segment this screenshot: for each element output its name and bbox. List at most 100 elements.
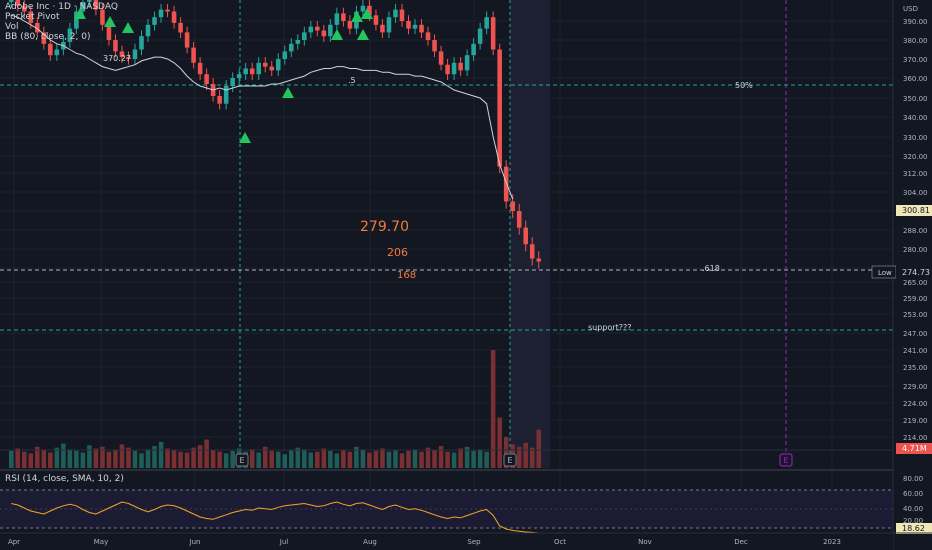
candle-body xyxy=(373,15,379,25)
volume-bar xyxy=(399,453,405,468)
volume-bar xyxy=(74,450,79,468)
volume-bar xyxy=(165,448,170,468)
post-earnings-highlight xyxy=(239,0,787,468)
candle-body xyxy=(22,5,27,12)
volume-bar xyxy=(490,350,496,468)
volume-bar xyxy=(158,441,164,468)
volume-bar xyxy=(328,450,333,468)
rsi-tick-label: 40.00 xyxy=(903,505,923,513)
price-tick-label: 265.00 xyxy=(903,279,928,287)
candle-body xyxy=(464,55,470,71)
volume-bar xyxy=(119,444,125,468)
candle-body xyxy=(347,21,353,29)
rsi-value-text: 18.62 xyxy=(902,524,925,533)
fibonacci-levels xyxy=(0,84,893,331)
volume-bar xyxy=(22,451,27,468)
time-tick-label: Oct xyxy=(554,538,566,546)
volume-bar xyxy=(536,429,542,468)
volume-bar xyxy=(275,451,281,468)
candle-body xyxy=(152,17,157,25)
pocket-pivot-marker xyxy=(357,29,369,40)
bb-value-text: 300.81 xyxy=(902,206,930,215)
price-tick-label: 312.00 xyxy=(903,170,928,178)
time-tick-label: May xyxy=(94,538,108,546)
candle-body xyxy=(490,17,496,50)
volume-bar xyxy=(393,450,398,468)
price-tick-label: 380.00 xyxy=(903,37,928,45)
volume-legend[interactable]: Vol xyxy=(5,22,19,32)
candle-body xyxy=(425,32,431,40)
volume-bar xyxy=(87,445,92,468)
time-tick-label: Nov xyxy=(638,538,652,546)
candle-body xyxy=(126,57,131,59)
earnings-badge xyxy=(779,453,793,467)
candle-body xyxy=(197,62,203,75)
volume-bar xyxy=(139,453,144,468)
price-tick-label: 214.00 xyxy=(903,434,928,442)
candle-body xyxy=(236,74,242,78)
candle-body xyxy=(243,68,248,75)
volume-bars xyxy=(0,350,893,468)
pocket-pivot-legend[interactable]: Pocket Pivot xyxy=(5,12,60,22)
candle-body xyxy=(113,40,118,52)
volume-bar xyxy=(210,450,216,468)
candle-body xyxy=(471,43,476,56)
candle-body xyxy=(536,258,542,262)
volume-bar xyxy=(302,449,307,468)
volume-bar xyxy=(28,453,34,468)
volume-bar xyxy=(503,437,509,468)
volume-bar xyxy=(341,450,346,468)
volume-bar xyxy=(419,451,424,468)
volume-bar xyxy=(178,451,183,468)
low-tag-text: Low xyxy=(878,269,892,277)
candle-body xyxy=(380,24,385,33)
volume-bar xyxy=(484,451,489,468)
volume-bar xyxy=(8,450,14,468)
volume-bar xyxy=(347,451,353,468)
volume-bar xyxy=(334,453,340,468)
earnings-badge xyxy=(503,453,517,467)
candle-body xyxy=(445,64,450,75)
bb-legend[interactable]: BB (80, close, 2, 0) xyxy=(5,32,91,42)
price-tick-label: 330.00 xyxy=(903,134,928,142)
candle-body xyxy=(523,227,528,245)
volume-tag xyxy=(896,443,932,454)
rsi-legend[interactable]: RSI (14, close, SMA, 10, 2) xyxy=(5,474,124,484)
volume-bar xyxy=(67,449,73,468)
candle-body xyxy=(178,22,183,33)
pocket-pivot-marker xyxy=(239,132,251,143)
fib-level-label-5: .5 xyxy=(348,76,356,85)
value-168-label: 168 xyxy=(397,270,416,281)
bollinger-band-line xyxy=(11,14,514,200)
volume-bar xyxy=(80,452,86,468)
candle-body xyxy=(302,32,307,40)
volume-bar xyxy=(516,446,522,468)
symbol-legend[interactable]: Adobe Inc · 1D · NASDAQ xyxy=(5,2,118,12)
rsi-tick-label: 80.00 xyxy=(903,475,923,483)
earnings-shade xyxy=(510,0,550,468)
volume-bar xyxy=(295,447,301,468)
price-tick-label: 370.00 xyxy=(903,56,928,64)
candle-body xyxy=(477,28,483,44)
price-tick-label: 247.00 xyxy=(903,330,928,338)
candle-body xyxy=(321,30,327,37)
volume-bar xyxy=(445,451,450,468)
candle-body xyxy=(451,62,457,75)
bb-line xyxy=(11,14,514,200)
candle-body xyxy=(67,28,73,42)
pocket-pivot-marker xyxy=(74,8,86,19)
volume-bar xyxy=(197,445,203,468)
pocket-pivot-marker xyxy=(104,16,116,27)
volume-bar xyxy=(35,446,40,468)
time-tick-label: Aug xyxy=(363,538,377,546)
time-tick-label: Sep xyxy=(467,538,481,546)
rsi-value-tag xyxy=(896,523,932,534)
candle-body xyxy=(529,244,535,259)
volume-bar xyxy=(204,439,209,468)
price-tick-label: 304.00 xyxy=(903,189,928,197)
candle-body xyxy=(145,24,151,37)
pocket-pivot-markers xyxy=(74,8,373,143)
volume-bar xyxy=(321,448,327,468)
candle-body xyxy=(100,9,105,25)
